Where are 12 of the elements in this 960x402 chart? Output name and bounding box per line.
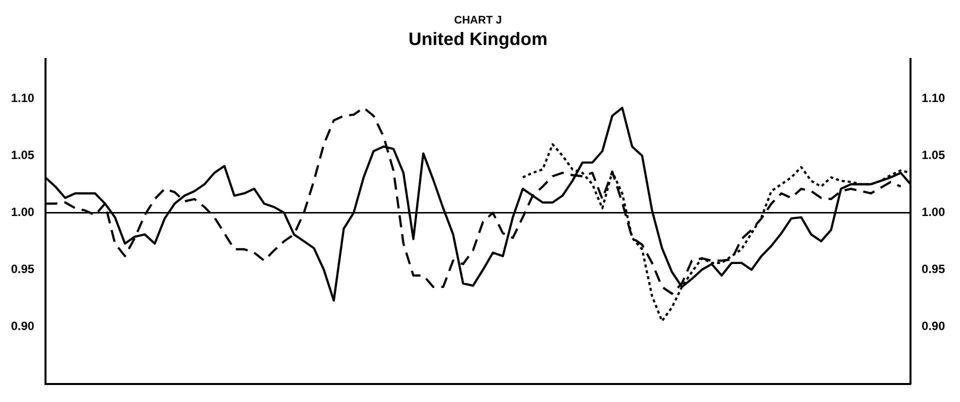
y2-tick-label: 1.05 bbox=[922, 148, 946, 162]
y2-tick-label: 0.90 bbox=[922, 319, 946, 334]
y-tick-label: 1.05 bbox=[10, 148, 35, 162]
y-tick-label: 0.90 bbox=[10, 319, 35, 334]
y-tick-label: 1.10 bbox=[10, 91, 35, 106]
chart-subtitle: United Kingdom bbox=[408, 28, 548, 49]
y2-tick-label: 0.95 bbox=[922, 262, 946, 276]
y2-tick-label: 1.10 bbox=[922, 91, 946, 106]
y2-tick-label: 1.00 bbox=[922, 205, 946, 220]
y-tick-label: 0.95 bbox=[10, 262, 35, 276]
chart-title: CHART J bbox=[454, 14, 502, 27]
y-tick-label: 1.00 bbox=[10, 205, 35, 220]
